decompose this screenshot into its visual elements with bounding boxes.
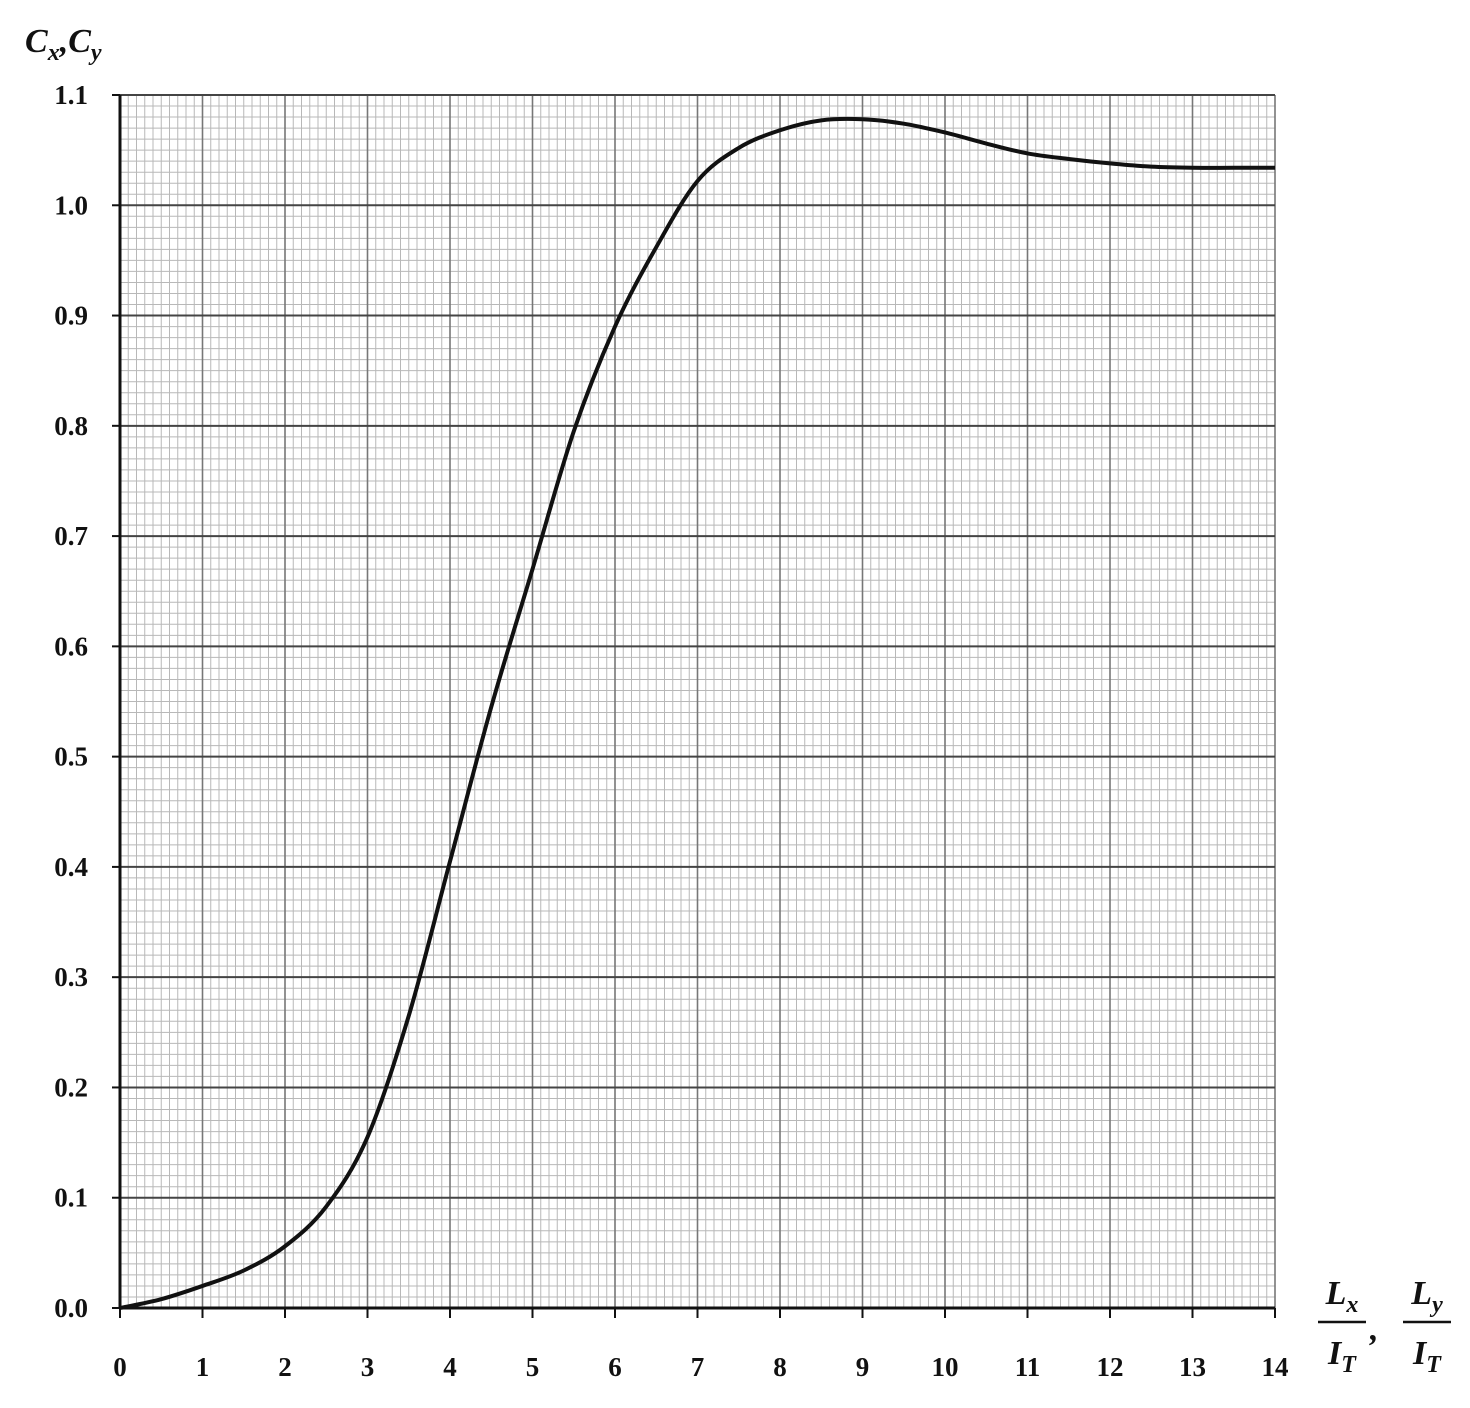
y-tick-label: 0.8 [54,411,88,441]
subscript: y [88,40,102,66]
symbol: L [1325,1275,1347,1312]
symbol: I [1327,1335,1343,1372]
y-tick-label: 0.3 [54,962,88,992]
x-tick-label: 9 [856,1352,870,1382]
x-tick-label: 8 [773,1352,787,1382]
y-tick-label: 0.6 [54,631,88,661]
x-tick-label: 3 [361,1352,375,1382]
subscript: T [1426,1352,1442,1378]
separator: , [1369,1311,1379,1348]
subscript: y [1429,1292,1443,1318]
x-tick-label: 6 [608,1352,622,1382]
y-tick-label: 0.7 [54,521,88,551]
x-tick-label: 2 [278,1352,292,1382]
y-tick-label: 0.2 [54,1072,88,1102]
y-tick-label: 1.1 [54,80,88,110]
y-axis-label: Cx,Cy [25,23,102,66]
symbol: I [1412,1335,1428,1372]
y-tick-label: 1.0 [54,190,88,220]
y-tick-label: 0.5 [54,742,88,772]
x-tick-label: 12 [1097,1352,1124,1382]
x-tick-label: 1 [196,1352,210,1382]
y-tick-label: 0.0 [54,1293,88,1323]
y-tick-label: 0.1 [54,1183,88,1213]
y-tick-label: 0.9 [54,301,88,331]
x-tick-label: 11 [1015,1352,1041,1382]
symbol: C [68,23,91,60]
x-tick-label: 13 [1179,1352,1206,1382]
symbol: L [1410,1275,1432,1312]
subscript: x [1345,1292,1358,1318]
x-axis-label-numerator: Lx [1325,1275,1359,1318]
separator: , [59,23,69,60]
subscript: T [1341,1352,1357,1378]
x-tick-label: 0 [113,1352,127,1382]
x-tick-label: 10 [932,1352,959,1382]
x-tick-label: 14 [1262,1352,1289,1382]
subscript: x [47,40,60,66]
x-axis-label-numerator: Ly [1410,1275,1443,1318]
x-tick-label: 4 [443,1352,457,1382]
symbol: C [25,23,48,60]
x-axis-label-denominator: IT [1412,1335,1442,1378]
curve [119,116,1275,1310]
y-tick-label: 0.4 [54,852,88,882]
x-tick-label: 7 [691,1352,705,1382]
x-tick-label: 5 [526,1352,540,1382]
x-axis-label-denominator: IT [1327,1335,1357,1378]
